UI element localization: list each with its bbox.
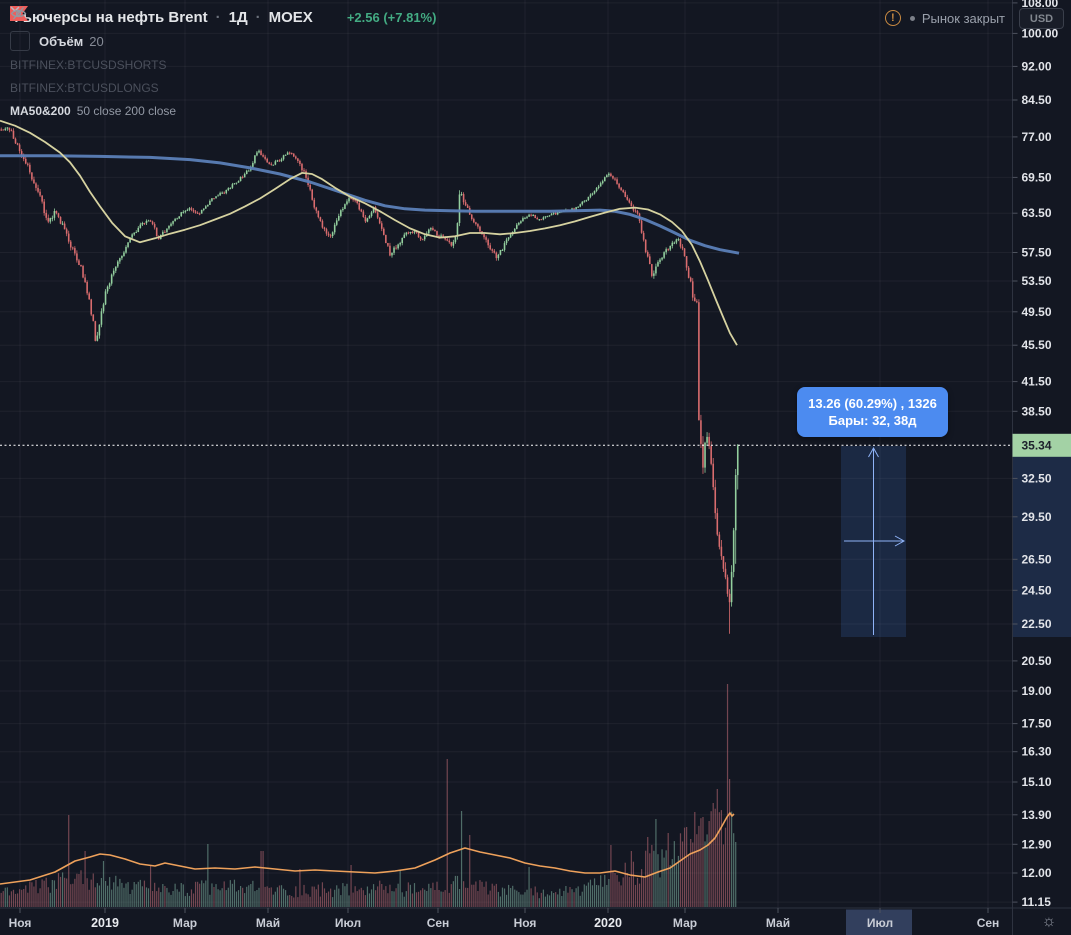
price-tick-label: 92.00 [1022,59,1052,73]
warning-icon[interactable]: ! [884,10,901,26]
last-price-label: 35.34 [1022,438,1052,452]
ma-label: MA50&200 [10,104,71,118]
status-dot-icon [909,15,915,21]
separator-dot: · [215,8,221,26]
price-tick-label: 41.50 [1022,375,1052,389]
time-tick-label: Мар [673,916,697,930]
market-status-text: Рынок закрыт [921,10,1005,26]
price-tick-label: 45.50 [1022,338,1052,352]
price-tick-label: 100.00 [1022,26,1059,40]
time-axis[interactable]: Ноя 2019 Мар Май Июл Сен Ноя 2020 Мар Май Июл Сен [0,907,1071,935]
time-tick-label: Июл [335,916,361,930]
measure-tool[interactable] [841,446,906,637]
measure-tooltip-line2: Бары: 32, 38д [828,413,917,428]
price-tick-label: 32.50 [1022,471,1052,485]
hidden-series-label: BITFINEX:BTCUSDSHORTS [10,58,167,72]
time-tick-label: Май [256,916,280,930]
price-tick-label: 69.50 [1022,170,1052,184]
moving-average-lines [0,119,740,346]
volume-histogram [0,684,737,907]
price-tick-label: 63.50 [1022,206,1052,220]
price-tick-label: 11.15 [1022,895,1052,909]
price-tick-label: 13.90 [1022,808,1052,822]
price-tick-label: 20.50 [1022,654,1052,668]
price-tick-label: 53.50 [1022,274,1052,288]
time-tick-label: 2020 [594,916,622,930]
currency-button[interactable]: USD [1019,8,1064,29]
symbol-title-row[interactable]: Фьючерсы на нефть Brent · 1Д · MOEX +2.5… [10,6,436,28]
price-tick-label: 26.50 [1022,552,1052,566]
price-tick-label: 16.30 [1022,745,1052,759]
separator-dot: · [255,8,261,26]
hidden-series-row[interactable]: BITFINEX:BTCUSDLONGS [10,7,436,97]
gridlines [0,0,1013,908]
ma-indicator-row[interactable]: MA50&200 50 close 200 close [10,102,436,120]
price-tick-label: 17.50 [1022,717,1052,731]
time-tick-label: Сен [427,916,450,930]
ma-params: 50 close 200 close [76,104,177,118]
timeframe[interactable]: 1Д [228,8,248,26]
time-tick-label: Мар [173,916,197,930]
price-tick-label: 22.50 [1022,617,1052,631]
price-axis[interactable]: 108.00 100.00 92.00 84.50 77.00 69.50 63.50 57.… [1012,0,1071,935]
measure-tooltip-line1: 13.26 (60.29%) , 1326 [808,396,937,411]
price-change: +2.56 (+7.81%) [346,9,437,25]
time-tick-label: Июл [867,916,893,930]
price-tick-label: 77.00 [1022,130,1052,144]
symbol-name[interactable]: Фьючерсы на нефть Brent [10,8,208,26]
sun-icon[interactable]: ☼ [1041,913,1057,930]
price-tick-label: 57.50 [1022,246,1052,260]
candlesticks [0,127,739,634]
time-tick-label: Ноя [514,916,537,930]
chevron-down-icon[interactable] [10,6,30,51]
market-status: ! Рынок закрыт [884,8,1005,28]
time-tick-label: 2019 [91,916,119,930]
volume-label: Объём [39,33,84,49]
measure-tooltip: 13.26 (60.29%) , 1326 Бары: 32, 38д [797,387,948,437]
volume-indicator-row[interactable]: Объём 20 [10,6,436,51]
price-tick-label: 84.50 [1022,93,1052,107]
volume-ma-line [0,812,735,885]
price-tick-label: 29.50 [1022,510,1052,524]
price-tick-label: 12.90 [1022,837,1052,851]
volume-param: 20 [89,33,104,49]
price-tick-label: 15.10 [1022,775,1052,789]
price-tick-label: 19.00 [1022,684,1052,698]
exchange-name[interactable]: MOEX [268,8,313,26]
price-tick-label: 49.50 [1022,305,1052,319]
price-tick-label: 24.50 [1022,583,1052,597]
hidden-series-row[interactable]: BITFINEX:BTCUSDSHORTS [10,7,436,74]
time-tick-label: Сен [977,916,1000,930]
time-tick-label: Ноя [9,916,32,930]
time-tick-label: Май [766,916,790,930]
price-tick-label: 38.50 [1022,404,1052,418]
hidden-series-label: BITFINEX:BTCUSDLONGS [10,81,159,95]
price-tick-label: 12.00 [1022,866,1052,880]
price-tick-label: 108.00 [1022,0,1059,10]
chart-legend: Фьючерсы на нефть Brent · 1Д · MOEX +2.5… [10,6,436,120]
